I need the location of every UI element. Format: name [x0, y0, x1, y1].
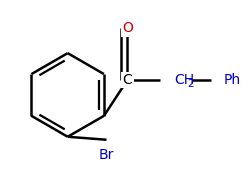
Text: C: C	[122, 73, 132, 87]
Text: Br: Br	[99, 148, 114, 162]
Text: 2: 2	[187, 79, 194, 89]
Text: CH: CH	[174, 73, 194, 87]
Text: Ph: Ph	[224, 73, 241, 87]
Text: O: O	[122, 21, 133, 35]
